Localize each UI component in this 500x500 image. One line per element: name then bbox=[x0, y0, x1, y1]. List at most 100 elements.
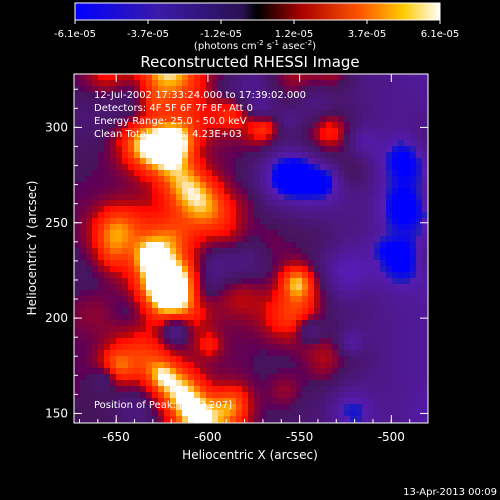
heatmap-cell bbox=[374, 218, 381, 225]
heatmap-cell bbox=[362, 356, 369, 363]
heatmap-cell bbox=[368, 302, 375, 309]
heatmap-cell bbox=[140, 350, 147, 357]
heatmap-cell bbox=[308, 260, 315, 267]
heatmap-cell bbox=[206, 374, 213, 381]
heatmap-cell bbox=[404, 212, 411, 219]
heatmap-cell bbox=[140, 128, 147, 135]
heatmap-cell bbox=[170, 374, 177, 381]
heatmap-cell bbox=[134, 152, 141, 159]
heatmap-cell bbox=[152, 302, 159, 309]
heatmap-cell bbox=[182, 332, 189, 339]
heatmap-cell bbox=[140, 98, 147, 105]
heatmap-cell bbox=[260, 284, 267, 291]
heatmap-cell bbox=[116, 98, 123, 105]
heatmap-cell bbox=[398, 392, 405, 399]
heatmap-cell bbox=[224, 194, 231, 201]
heatmap-cell bbox=[380, 86, 387, 93]
heatmap-cell bbox=[158, 158, 165, 165]
heatmap-cell bbox=[188, 326, 195, 333]
heatmap-cell bbox=[152, 326, 159, 333]
heatmap-cell bbox=[98, 194, 105, 201]
heatmap-cell bbox=[302, 182, 309, 189]
heatmap-cell bbox=[218, 398, 225, 405]
heatmap-cell bbox=[368, 230, 375, 237]
heatmap-cell bbox=[176, 164, 183, 171]
heatmap-cell bbox=[140, 158, 147, 165]
heatmap-cell bbox=[326, 164, 333, 171]
heatmap-cell bbox=[338, 404, 345, 411]
heatmap-cell bbox=[92, 92, 99, 99]
heatmap-cell bbox=[116, 182, 123, 189]
heatmap-cell bbox=[158, 368, 165, 375]
heatmap-cell bbox=[260, 272, 267, 279]
heatmap-cell bbox=[158, 218, 165, 225]
heatmap-cell bbox=[308, 308, 315, 315]
heatmap-cell bbox=[116, 260, 123, 267]
heatmap-cell bbox=[176, 338, 183, 345]
heatmap-cell bbox=[230, 332, 237, 339]
heatmap-cell bbox=[344, 248, 351, 255]
heatmap-cell bbox=[98, 224, 105, 231]
heatmap-cell bbox=[80, 338, 87, 345]
heatmap-cell bbox=[350, 158, 357, 165]
heatmap-cell bbox=[134, 374, 141, 381]
heatmap-cell bbox=[128, 122, 135, 129]
heatmap-cell bbox=[344, 140, 351, 147]
heatmap-cell bbox=[302, 80, 309, 87]
heatmap-cell bbox=[284, 386, 291, 393]
heatmap-cell bbox=[140, 164, 147, 171]
heatmap-cell bbox=[272, 218, 279, 225]
heatmap-cell bbox=[374, 410, 381, 417]
heatmap-cell bbox=[212, 74, 219, 81]
heatmap-cell bbox=[284, 122, 291, 129]
heatmap-cell bbox=[128, 332, 135, 339]
heatmap-cell bbox=[410, 308, 417, 315]
heatmap-cell bbox=[98, 230, 105, 237]
heatmap-cell bbox=[146, 242, 153, 249]
heatmap-cell bbox=[230, 362, 237, 369]
heatmap-cell bbox=[260, 242, 267, 249]
heatmap-cell bbox=[260, 260, 267, 267]
heatmap-cell bbox=[80, 140, 87, 147]
heatmap-cell bbox=[302, 338, 309, 345]
heatmap-cell bbox=[392, 374, 399, 381]
heatmap-cell bbox=[206, 224, 213, 231]
heatmap-cell bbox=[356, 224, 363, 231]
heatmap-cell bbox=[386, 134, 393, 141]
heatmap-cell bbox=[254, 380, 261, 387]
heatmap-cell bbox=[410, 104, 417, 111]
heatmap-cell bbox=[164, 326, 171, 333]
heatmap-cell bbox=[332, 122, 339, 129]
heatmap-cell bbox=[290, 212, 297, 219]
heatmap-cell bbox=[254, 290, 261, 297]
heatmap-cell bbox=[314, 362, 321, 369]
heatmap-cell bbox=[152, 158, 159, 165]
heatmap-cell bbox=[206, 128, 213, 135]
heatmap-cell bbox=[230, 416, 237, 423]
heatmap-cell bbox=[272, 182, 279, 189]
heatmap-cell bbox=[104, 392, 111, 399]
heatmap-cell bbox=[122, 146, 129, 153]
heatmap-cell bbox=[254, 110, 261, 117]
heatmap-cell bbox=[422, 188, 428, 195]
heatmap-cell bbox=[356, 134, 363, 141]
heatmap-cell bbox=[92, 230, 99, 237]
heatmap-cell bbox=[338, 272, 345, 279]
heatmap-cell bbox=[266, 182, 273, 189]
heatmap-cell bbox=[308, 230, 315, 237]
heatmap-cell bbox=[80, 158, 87, 165]
heatmap-cell bbox=[344, 98, 351, 105]
heatmap-cell bbox=[374, 350, 381, 357]
heatmap-cell bbox=[368, 260, 375, 267]
heatmap-cell bbox=[326, 326, 333, 333]
heatmap-cell bbox=[170, 110, 177, 117]
heatmap-cell bbox=[278, 368, 285, 375]
heatmap-cell bbox=[314, 302, 321, 309]
heatmap-cell bbox=[338, 158, 345, 165]
y-tick-label: 150 bbox=[45, 406, 68, 420]
heatmap-cell bbox=[200, 404, 207, 411]
heatmap-cell bbox=[296, 86, 303, 93]
heatmap-cell bbox=[230, 242, 237, 249]
heatmap-cell bbox=[134, 416, 141, 423]
heatmap-cell bbox=[194, 122, 201, 129]
